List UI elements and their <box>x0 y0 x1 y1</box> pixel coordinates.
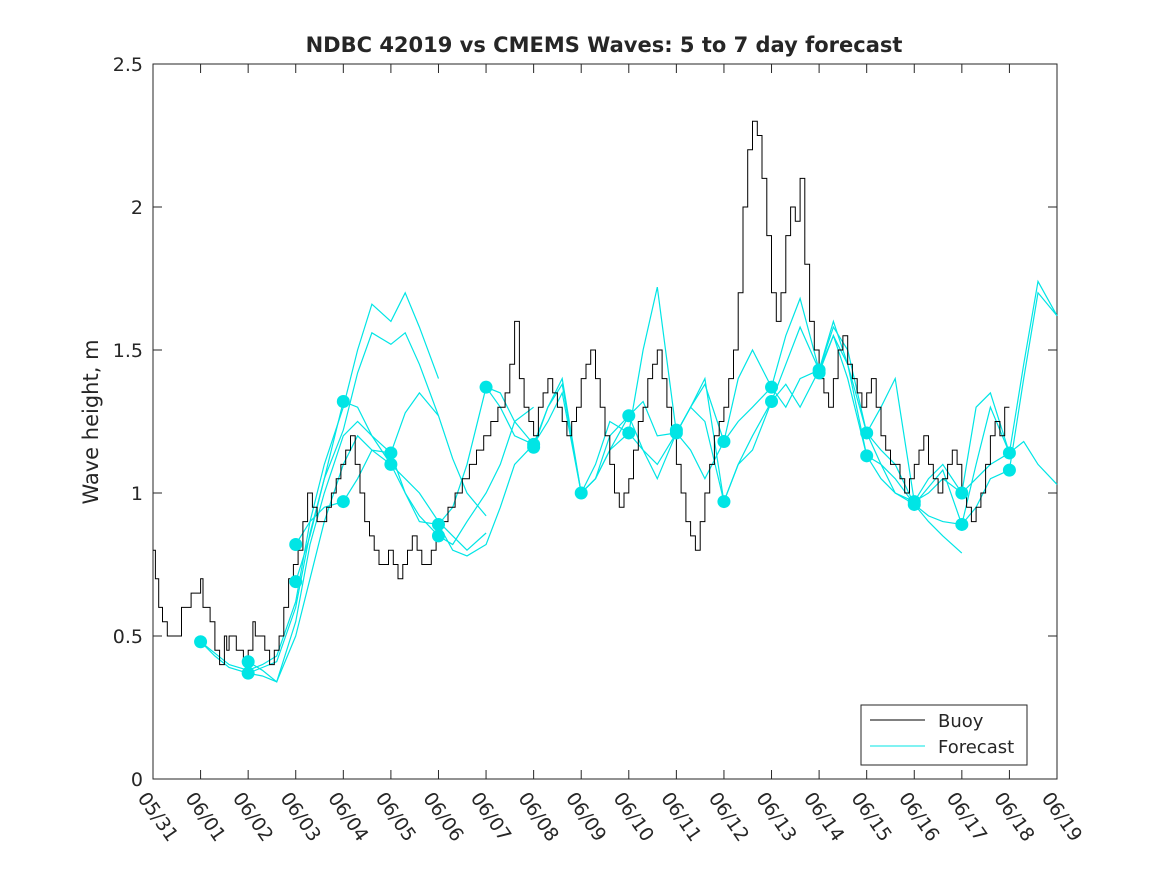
forecast-point <box>622 426 636 440</box>
forecast-line <box>295 443 535 557</box>
forecast-line <box>533 348 773 495</box>
forecast-point <box>241 666 255 680</box>
forecast-line <box>247 391 487 683</box>
forecast-point <box>860 426 874 440</box>
forecast-point <box>527 440 541 454</box>
y-tick-label: 2 <box>131 197 143 219</box>
forecast-point <box>384 446 398 460</box>
forecast-point <box>717 495 731 509</box>
legend-box <box>860 704 1028 766</box>
chart-title: NDBC 42019 vs CMEMS Waves: 5 to 7 day fo… <box>306 33 903 57</box>
forecast-point <box>431 517 445 531</box>
forecast-point <box>765 380 779 394</box>
y-axis: 0 0.5 1 1.5 2 2.5 <box>113 54 1057 791</box>
forecast-line <box>248 434 487 683</box>
forecast-point <box>574 486 588 500</box>
forecast-point <box>860 449 874 463</box>
forecast-point <box>289 575 303 589</box>
forecast-point <box>336 495 350 509</box>
forecast-point <box>241 655 255 669</box>
forecast-line <box>913 440 1058 503</box>
forecast-line <box>771 334 1010 504</box>
forecast-point <box>431 529 445 543</box>
forecast-point <box>1002 446 1016 460</box>
legend-buoy-label: Buoy <box>938 711 984 732</box>
buoy-line <box>153 120 1010 666</box>
legend-forecast-label: Forecast <box>938 737 1014 758</box>
forecast-point <box>955 517 969 531</box>
y-tick-label: 1 <box>131 483 143 505</box>
forecast-point <box>669 426 683 440</box>
forecast-line <box>200 291 440 671</box>
plot-area <box>152 63 1058 780</box>
forecast-point <box>336 394 350 408</box>
y-tick-label: 2.5 <box>113 54 143 76</box>
forecast-point <box>622 409 636 423</box>
forecast-line <box>580 325 820 504</box>
forecast-point <box>384 457 398 471</box>
forecast-point <box>955 486 969 500</box>
axes-box <box>152 63 1058 780</box>
forecast-point <box>717 435 731 449</box>
forecast-point <box>812 366 826 380</box>
legend: Buoy Forecast <box>860 704 1028 766</box>
y-tick-label: 1.5 <box>113 340 143 362</box>
forecast-point <box>289 537 303 551</box>
forecast-point <box>907 497 921 511</box>
y-tick-label: 0 <box>131 769 143 791</box>
forecast-point <box>479 380 493 394</box>
y-axis-label: Wave height, m <box>79 339 103 504</box>
forecast-point <box>194 635 208 649</box>
series-layer <box>153 120 1058 683</box>
forecast-line <box>295 400 534 582</box>
forecast-point <box>1002 463 1016 477</box>
forecast-line <box>723 319 963 554</box>
y-tick-label: 0.5 <box>113 626 143 648</box>
forecast-point <box>765 394 779 408</box>
